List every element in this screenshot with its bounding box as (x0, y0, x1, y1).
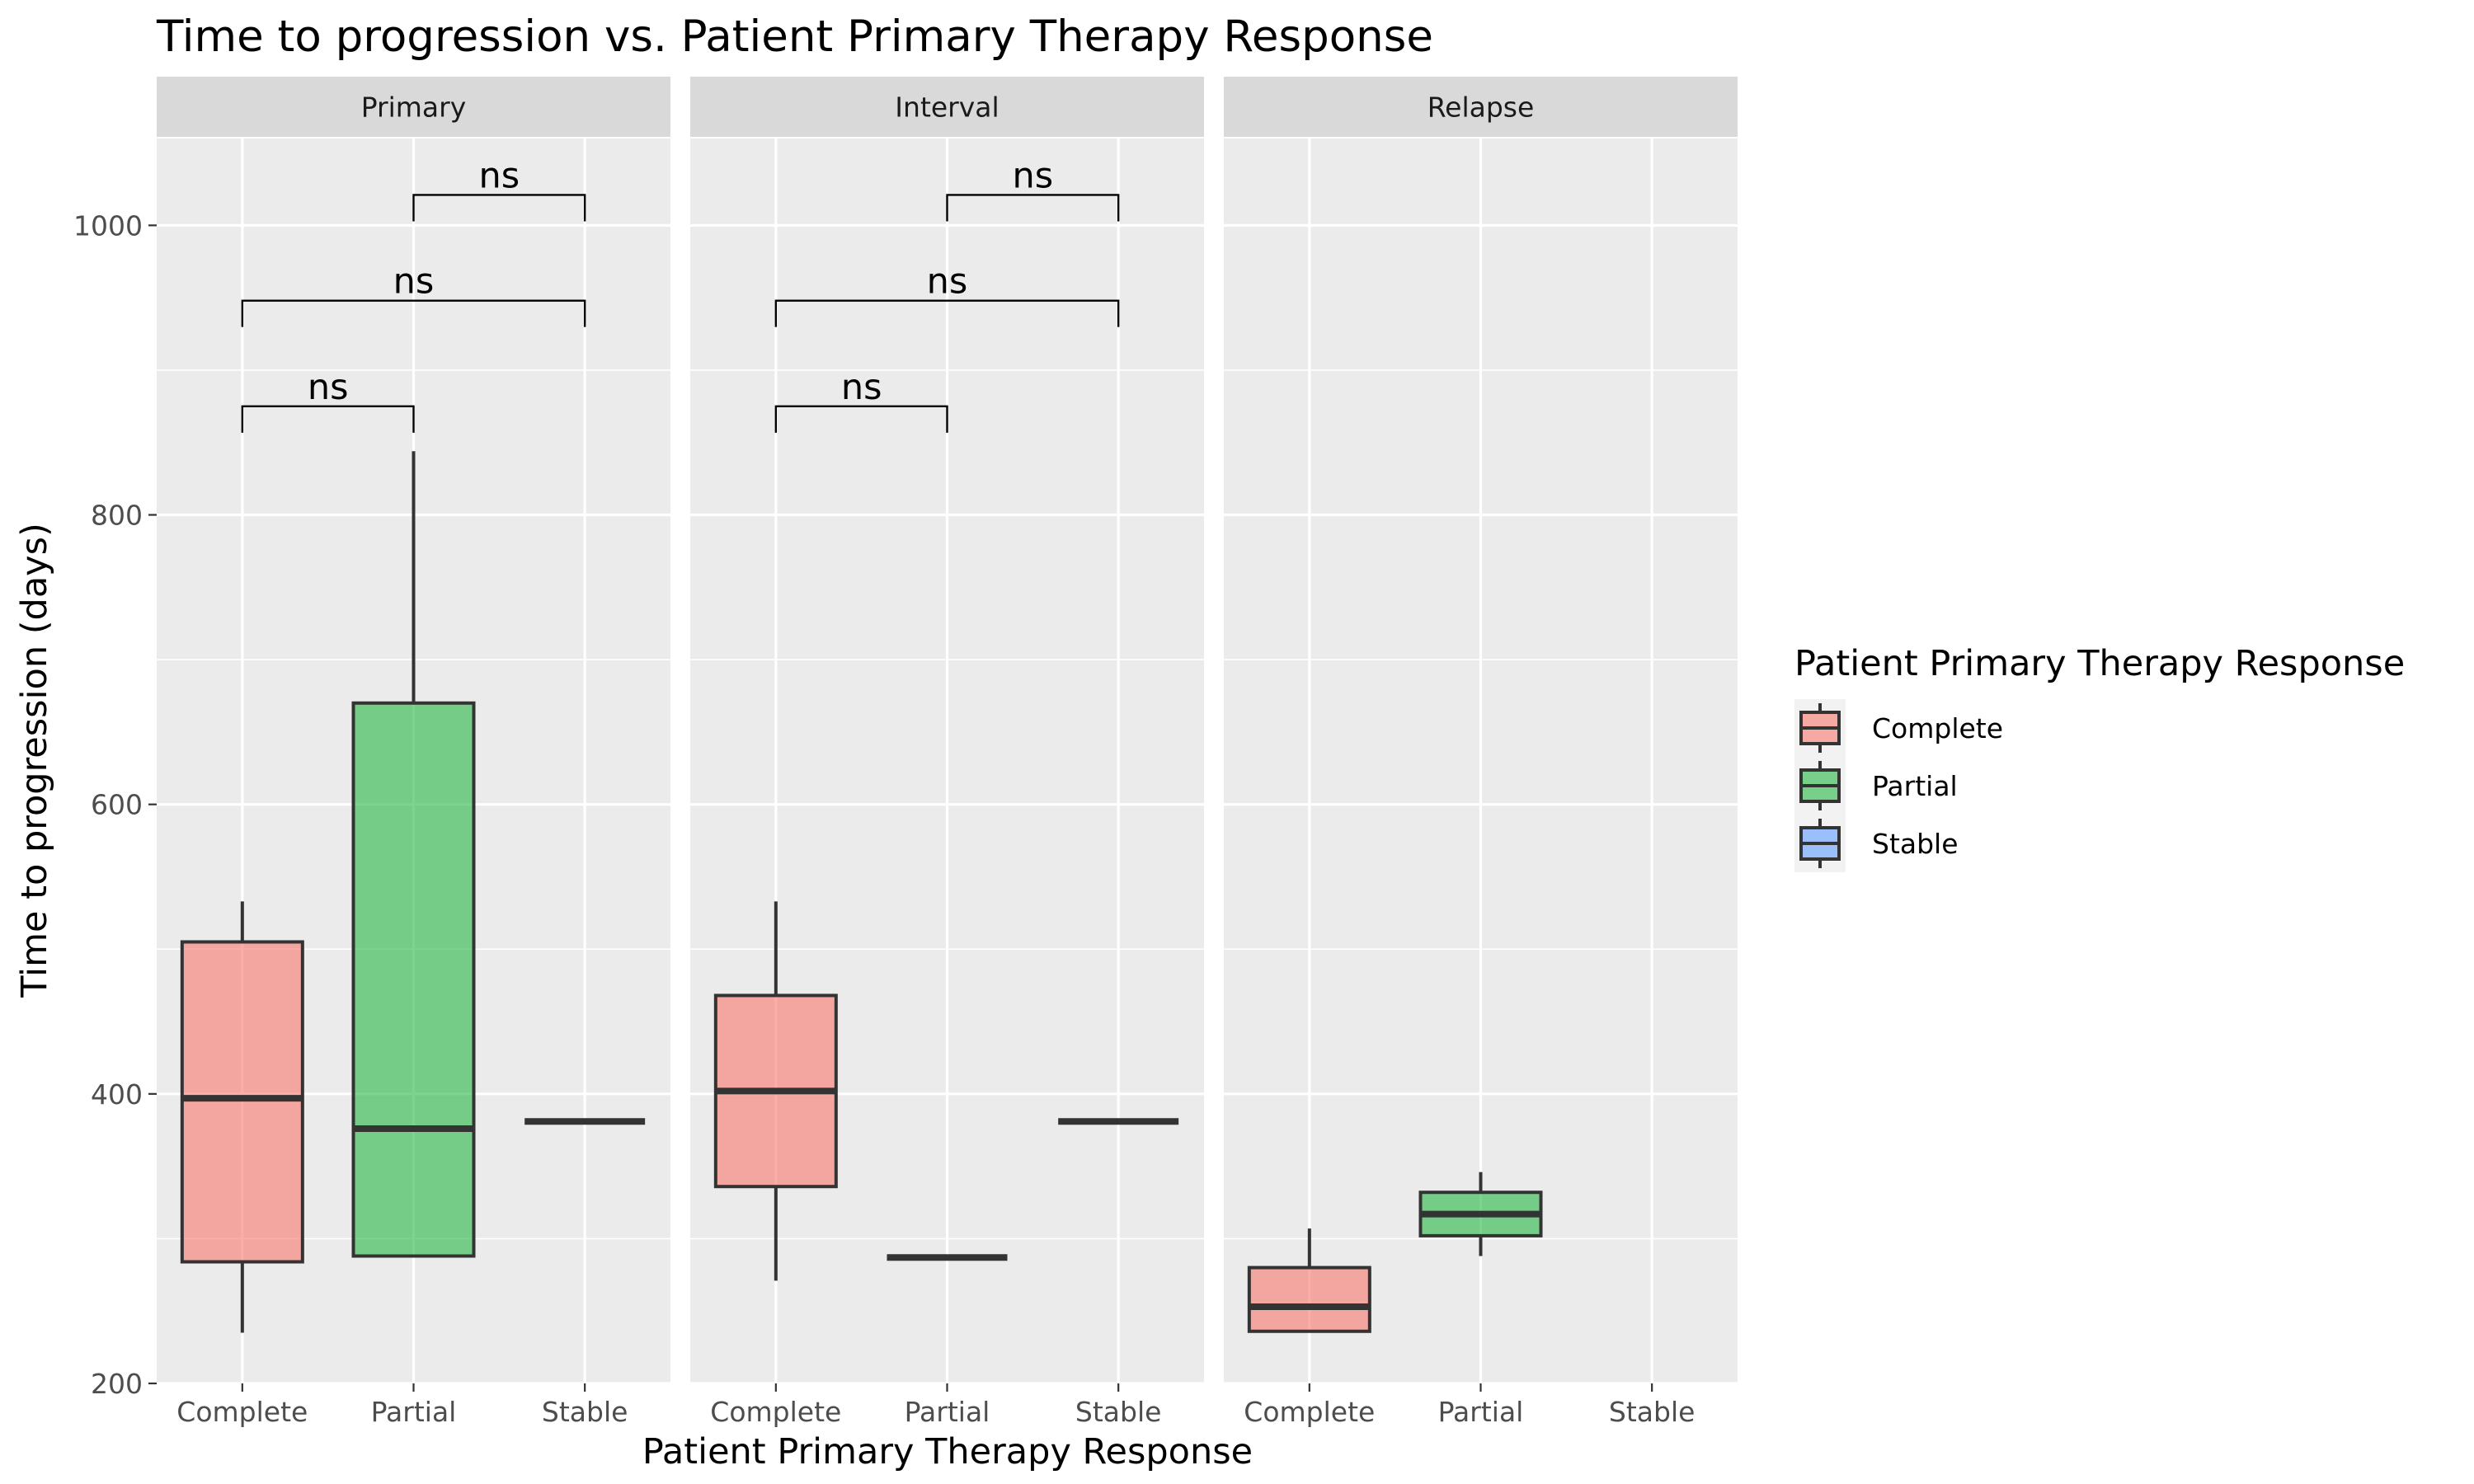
box-iqr (180, 940, 304, 1264)
legend: Patient Primary Therapy Response Complet… (1794, 643, 2405, 872)
y-tick-label: 800 (91, 500, 143, 532)
bracket-line (946, 194, 1120, 222)
significance-label: ns (393, 261, 435, 303)
legend-item-stable: Stable (1794, 815, 1959, 872)
x-axis-title: Patient Primary Therapy Response (642, 1431, 1253, 1472)
x-tick-label: Stable (1609, 1396, 1696, 1428)
x-tick-label: Complete (710, 1396, 841, 1428)
bracket-line (241, 405, 415, 433)
significance-bracket: ns (946, 155, 1120, 222)
x-tick-label: Partial (371, 1396, 457, 1428)
legend-item-partial: Partial (1794, 757, 1958, 815)
x-tick-label: Partial (1438, 1396, 1524, 1428)
facet-strip (157, 77, 670, 137)
facet-panel-interval: Interval ns ns ns Complete Partial Stable (690, 77, 1204, 1428)
y-tick-label: 400 (91, 1078, 143, 1111)
box-complete (713, 901, 838, 1281)
box-iqr (351, 701, 476, 1258)
bracket-line (241, 299, 586, 327)
box-complete (180, 901, 304, 1333)
significance-bracket: ns (774, 261, 1120, 327)
box-partial (1418, 1172, 1543, 1256)
significance-bracket: ns (241, 367, 415, 433)
significance-bracket: ns (412, 155, 586, 222)
facet-strip-label: Interval (895, 92, 999, 124)
y-tick-label: 1000 (73, 209, 143, 242)
box-iqr (1247, 1266, 1371, 1333)
significance-label: ns (479, 155, 520, 196)
legend-title: Patient Primary Therapy Response (1794, 643, 2405, 684)
y-axis: 200 400 600 800 1000 (73, 209, 157, 1400)
facet-strip-label: Primary (361, 92, 467, 124)
x-tick-label: Stable (542, 1396, 628, 1428)
box-partial (351, 451, 476, 1258)
legend-label: Stable (1872, 828, 1959, 860)
x-tick-label: Partial (905, 1396, 990, 1428)
chart-title: Time to progression vs. Patient Primary … (156, 12, 1433, 62)
facet-panel-primary: Primary ns ns ns Complete Partial Stable (157, 77, 670, 1428)
x-tick-label: Complete (1244, 1396, 1375, 1428)
significance-bracket: ns (774, 367, 948, 433)
significance-label: ns (1013, 155, 1054, 196)
facet-strip (1224, 77, 1738, 137)
bracket-line (774, 299, 1120, 327)
significance-bracket: ns (241, 261, 586, 327)
y-axis-title: Time to progression (days) (14, 523, 55, 998)
significance-label: ns (841, 367, 882, 408)
x-tick-label: Complete (176, 1396, 308, 1428)
x-tick-label: Stable (1075, 1396, 1162, 1428)
y-tick-label: 200 (91, 1368, 143, 1400)
significance-label: ns (308, 367, 349, 408)
bracket-line (412, 194, 586, 222)
facet-strip-label: Relapse (1427, 92, 1535, 124)
legend-item-complete: Complete (1794, 699, 2003, 757)
facet-panel-relapse: Relapse Complete Partial Stable (1224, 77, 1738, 1428)
legend-label: Complete (1872, 712, 2003, 744)
box-complete (1247, 1228, 1371, 1333)
legend-label: Partial (1872, 770, 1958, 802)
y-tick-label: 600 (91, 789, 143, 821)
bracket-line (774, 405, 948, 433)
facet-strip (690, 77, 1204, 137)
significance-label: ns (927, 261, 968, 303)
